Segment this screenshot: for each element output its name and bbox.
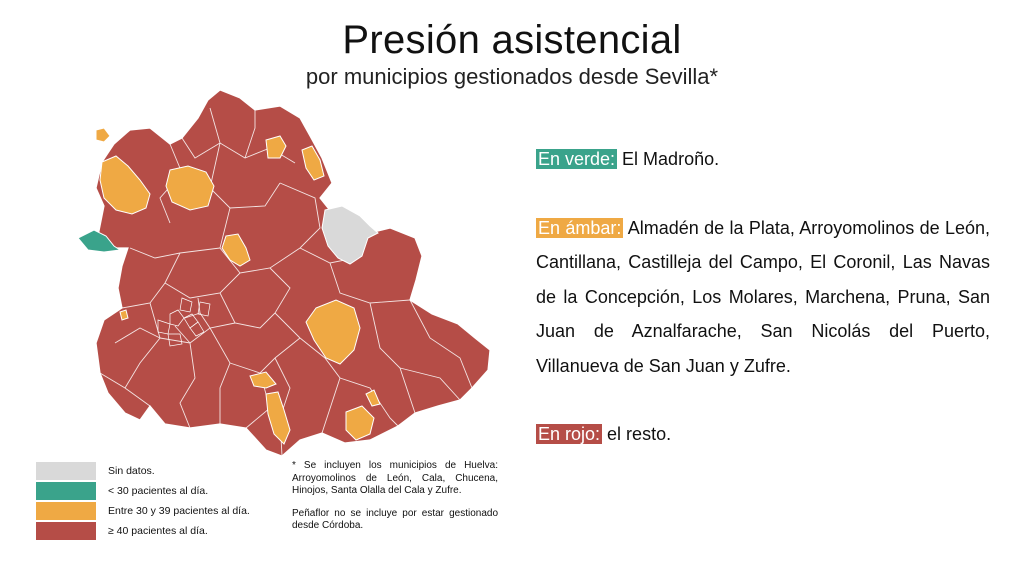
region-amber-center: [221, 233, 251, 267]
info-green: En verde: El Madroño.: [536, 142, 990, 177]
legend-item-amber: Entre 30 y 39 pacientes al día.: [36, 501, 250, 521]
info-red: En rojo: el resto.: [536, 417, 990, 452]
map-base: [95, 89, 491, 457]
region-green: [77, 229, 122, 253]
region-amber-se1: [345, 405, 375, 441]
info-amber-text: Almadén de la Plata, Arroyomolinos de Le…: [536, 217, 990, 376]
amber-regions: [95, 127, 381, 445]
province-map: [77, 89, 491, 457]
legend-swatch: [36, 502, 96, 520]
legend-item-red: ≥ 40 pacientes al día.: [36, 521, 250, 541]
footnote: * Se incluyen los municipios de Huelva: …: [292, 460, 498, 543]
region-amber-nw: [99, 155, 151, 215]
legend-item-no-data: Sin datos.: [36, 461, 250, 481]
province-outline: [95, 89, 491, 457]
legend-label: Entre 30 y 39 pacientes al día.: [108, 505, 250, 517]
page-subtitle: por municipios gestionados desde Sevilla…: [305, 64, 719, 89]
region-amber-se2: [365, 389, 381, 407]
map-legend: Sin datos. < 30 pacientes al día. Entre …: [36, 461, 250, 541]
tag-amber: En ámbar:: [536, 217, 624, 238]
region-amber-ne2: [301, 145, 325, 181]
legend-swatch: [36, 522, 96, 540]
metro-area-cluster: [157, 297, 211, 347]
tag-red: En rojo:: [536, 424, 603, 444]
region-amber-south1: [249, 371, 277, 389]
info-amber: En ámbar: Almadén de la Plata, Arroyomol…: [536, 211, 990, 384]
page-title: Presión asistencial: [342, 18, 682, 62]
footnote-huelva: * Se incluyen los municipios de Huelva: …: [292, 460, 498, 496]
region-amber-east: [305, 299, 361, 365]
legend-label: ≥ 40 pacientes al día.: [108, 525, 208, 537]
region-amber-nw-small: [95, 127, 111, 143]
legend-swatch: [36, 482, 96, 500]
legend-swatch: [36, 462, 96, 480]
legend-label: Sin datos.: [108, 465, 155, 477]
region-amber-ne1: [265, 135, 287, 159]
legend-item-green: < 30 pacientes al día.: [36, 481, 250, 501]
info-green-text: El Madroño.: [617, 149, 720, 169]
region-amber-west-tiny: [119, 309, 129, 321]
tag-green: En verde:: [536, 149, 618, 169]
region-amber-north: [165, 165, 215, 211]
region-amber-south2: [265, 391, 291, 445]
region-no-data: [321, 205, 379, 265]
info-panel: En verde: El Madroño. En ámbar: Almadén …: [536, 142, 990, 486]
info-red-text: el resto.: [602, 424, 672, 444]
footnote-penaflor: Peñaflor no se incluye por estar gestion…: [292, 507, 498, 532]
legend-label: < 30 pacientes al día.: [108, 485, 209, 497]
